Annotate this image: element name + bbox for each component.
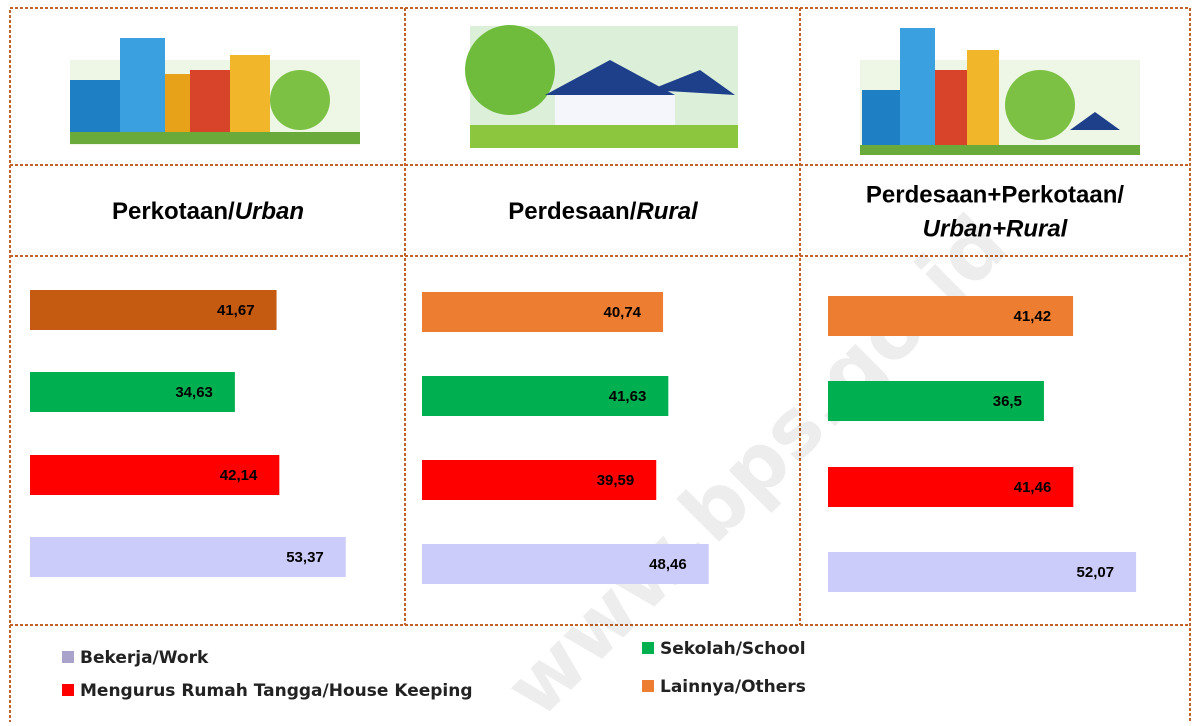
title-italic: Rural	[636, 198, 699, 225]
value-label: 40,74	[603, 304, 641, 321]
title-italic: Urban	[235, 198, 304, 225]
urban-rural-illustration	[860, 28, 1140, 155]
value-label: 34,63	[175, 384, 213, 401]
value-label: 41,63	[609, 388, 647, 405]
legend-swatch	[62, 651, 74, 663]
legend-swatch	[642, 680, 654, 692]
rural-illustration	[465, 25, 738, 148]
value-label: 48,46	[649, 556, 687, 573]
value-label: 39,59	[597, 472, 635, 489]
legend-label: Sekolah/School	[660, 639, 806, 659]
legend-swatch	[642, 642, 654, 654]
legend-label: Lainnya/Others	[660, 677, 806, 697]
value-label: 53,37	[286, 549, 324, 566]
value-label: 41,46	[1014, 479, 1052, 496]
value-label: 41,42	[1014, 308, 1052, 325]
legend-label: Bekerja/Work	[80, 648, 209, 668]
urban-illustration	[70, 38, 360, 145]
title-text: Perkotaan/	[112, 198, 235, 225]
panel-title-italic: Urban+Rural	[923, 215, 1069, 242]
panel-title: Perkotaan/Urban	[112, 198, 304, 225]
infographic: www.bps.go.id Perkotaan/Urban41,6734,634…	[0, 0, 1192, 722]
title-text: Perdesaan/	[508, 198, 636, 225]
legend-swatch	[62, 684, 74, 696]
value-label: 42,14	[220, 467, 258, 484]
legend-label: Mengurus Rumah Tangga/House Keeping	[80, 681, 473, 701]
value-label: 52,07	[1077, 564, 1115, 581]
value-label: 41,67	[217, 302, 255, 319]
panel-title: Perdesaan+Perkotaan/	[866, 181, 1124, 208]
value-label: 36,5	[993, 393, 1022, 410]
panel-title: Perdesaan/Rural	[508, 198, 699, 225]
